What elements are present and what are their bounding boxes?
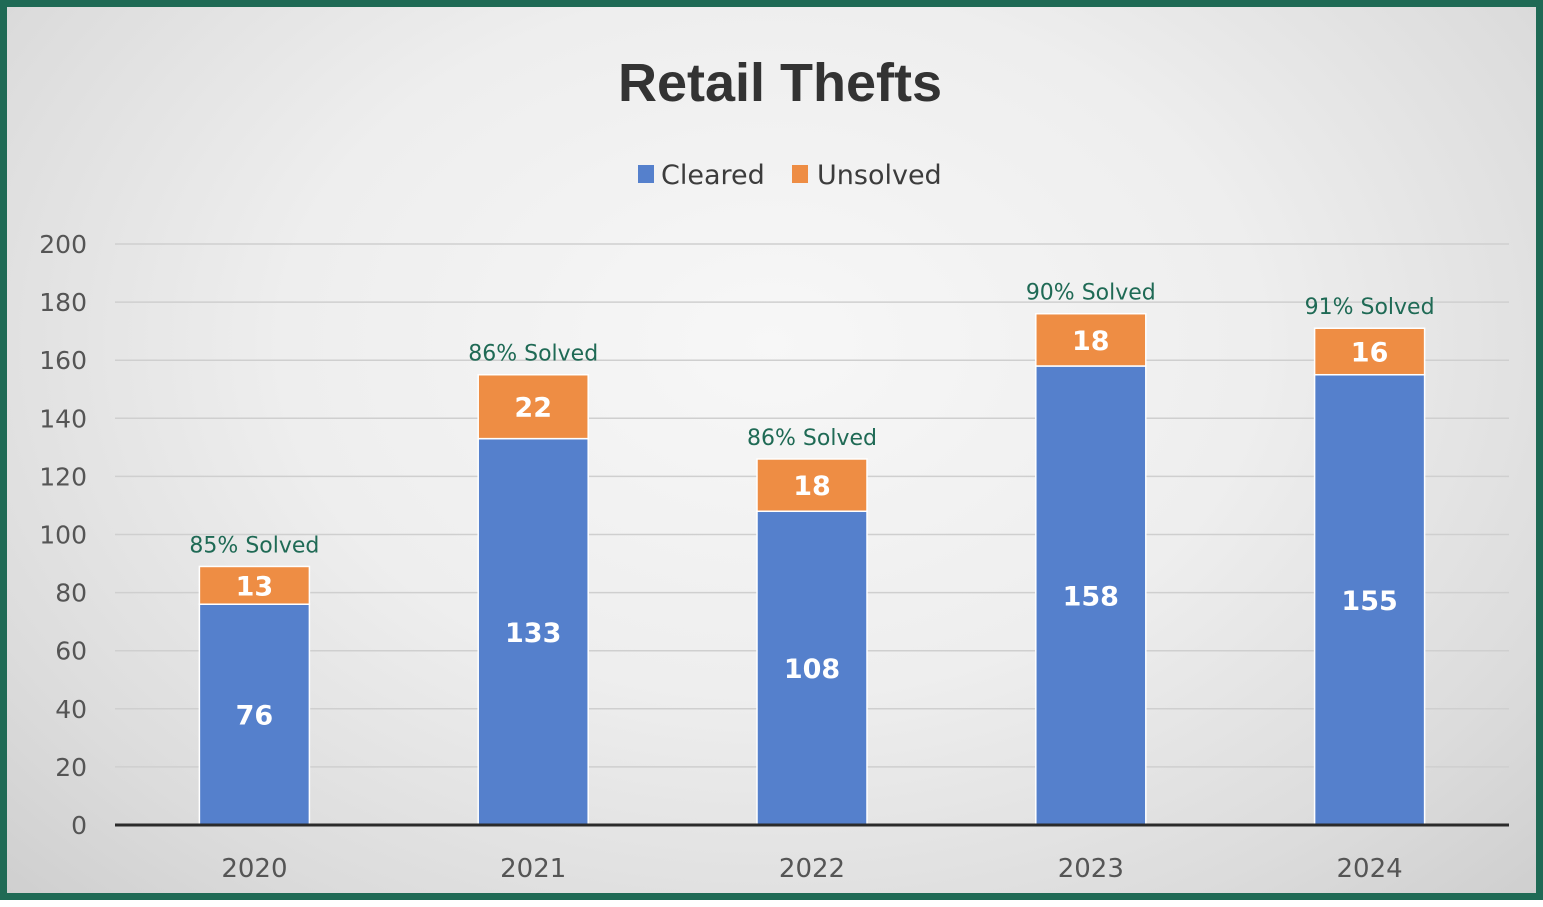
legend: Cleared Unsolved <box>638 160 942 191</box>
x-axis-ticks: 2020 2021 2022 2023 2024 <box>221 854 1402 884</box>
y-tick-label: 40 <box>55 695 87 724</box>
bar-unsolved-2024 <box>1313 327 1426 376</box>
bar-unsolved-2022 <box>756 458 868 513</box>
y-tick-label: 80 <box>55 579 87 608</box>
data-label-cleared-2021: 133 <box>505 618 561 649</box>
y-tick-label: 120 <box>39 462 87 491</box>
y-tick-label: 100 <box>39 521 87 550</box>
chart-title: Retail Thefts <box>618 53 942 113</box>
legend-label-unsolved: Unsolved <box>817 160 942 191</box>
bar-chart: Retail Thefts Cleared Unsolved 0 20 40 60 80… <box>39 53 1509 884</box>
data-label-unsolved-2023: 18 <box>1072 326 1110 357</box>
bar-cleared-2023 <box>1035 365 1147 826</box>
legend-label-cleared: Cleared <box>661 160 765 191</box>
bar-unsolved-2021 <box>477 373 589 440</box>
legend-swatch-cleared <box>638 165 654 183</box>
data-label-cleared-2024: 155 <box>1341 586 1397 617</box>
data-label-unsolved-2024: 16 <box>1351 337 1389 368</box>
data-label-unsolved-2020: 13 <box>236 571 274 602</box>
bar-cleared-2022 <box>756 510 868 826</box>
solved-annotation-2020: 85% Solved <box>189 533 319 558</box>
solved-annotation-2021: 86% Solved <box>468 342 598 367</box>
data-label-cleared-2020: 76 <box>236 701 274 732</box>
y-tick-label: 60 <box>55 637 87 666</box>
y-tick-label: 0 <box>71 811 87 840</box>
x-tick-label: 2021 <box>500 854 566 884</box>
x-tick-label: 2020 <box>221 854 287 884</box>
legend-swatch-unsolved <box>792 165 808 183</box>
x-tick-label: 2022 <box>779 854 845 884</box>
data-label-unsolved-2021: 22 <box>514 393 552 424</box>
y-axis-ticks: 0 20 40 60 80 100 120 140 160 180 200 <box>39 230 87 840</box>
y-tick-label: 160 <box>39 346 87 375</box>
bar-unsolved-2023 <box>1035 312 1147 367</box>
y-tick-label: 200 <box>39 230 87 259</box>
data-label-cleared-2023: 158 <box>1063 582 1119 613</box>
data-label-unsolved-2022: 18 <box>793 471 831 502</box>
bar-cleared-2024 <box>1313 373 1426 826</box>
x-tick-label: 2024 <box>1337 854 1403 884</box>
x-tick-label: 2023 <box>1058 854 1124 884</box>
y-tick-label: 180 <box>39 288 87 317</box>
solved-annotation-2023: 90% Solved <box>1026 281 1156 306</box>
data-labels: 76 13 85% Solved 133 22 86% Solved 108 18 86% So… <box>189 281 1434 732</box>
solved-annotation-2022: 86% Solved <box>747 426 877 451</box>
data-label-cleared-2022: 108 <box>784 654 840 685</box>
solved-annotation-2024: 91% Solved <box>1305 295 1435 320</box>
bars <box>198 312 1426 826</box>
y-tick-label: 140 <box>39 404 87 433</box>
y-tick-label: 20 <box>55 753 87 782</box>
bar-unsolved-2020 <box>198 565 311 605</box>
